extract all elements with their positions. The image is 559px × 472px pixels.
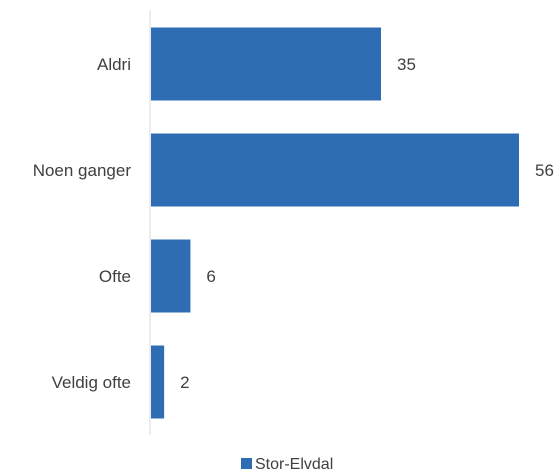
data-label-2: 6 xyxy=(206,267,215,286)
category-labels: Aldri Noen ganger Ofte Veldig ofte xyxy=(33,55,132,392)
bar-2 xyxy=(151,239,191,313)
data-label-0: 35 xyxy=(397,55,416,74)
legend-label: Stor-Elvdal xyxy=(255,456,333,472)
category-label-2: Ofte xyxy=(99,267,131,286)
category-label-3: Veldig ofte xyxy=(52,373,131,392)
data-labels: 35 56 6 2 xyxy=(180,55,554,392)
bars xyxy=(151,27,519,419)
bar-1 xyxy=(151,133,519,207)
data-label-3: 2 xyxy=(180,373,189,392)
bar-3 xyxy=(151,345,165,419)
data-label-1: 56 xyxy=(535,161,554,180)
legend: Stor-Elvdal xyxy=(241,456,333,472)
legend-swatch xyxy=(241,458,252,469)
category-label-1: Noen ganger xyxy=(33,161,132,180)
bar-0 xyxy=(151,27,381,101)
category-label-0: Aldri xyxy=(97,55,131,74)
